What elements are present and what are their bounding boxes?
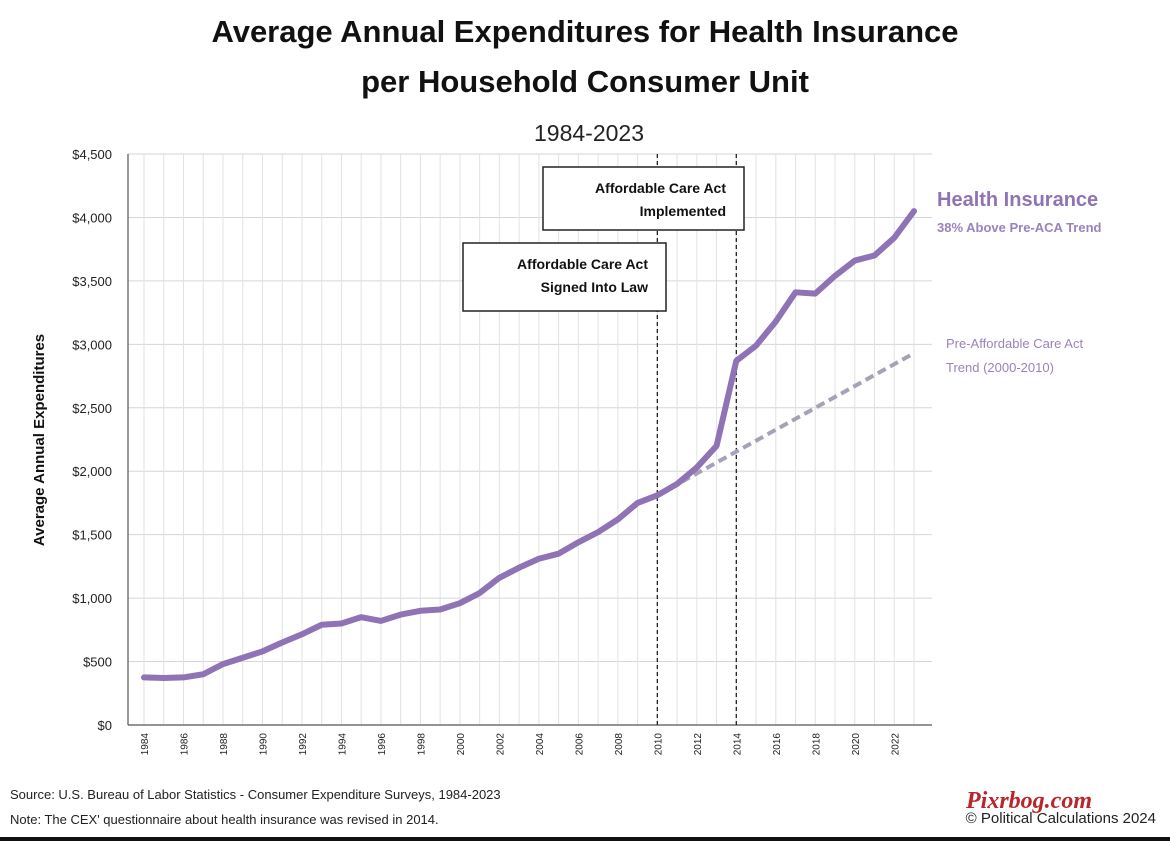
x-tick-label: 2002 bbox=[495, 733, 506, 756]
y-tick-label: $3,500 bbox=[72, 274, 112, 289]
trend-label-line-2: Trend (2000-2010) bbox=[946, 360, 1054, 375]
annotation-text: Affordable Care Act bbox=[517, 256, 648, 272]
x-tick-label: 2004 bbox=[535, 733, 546, 756]
y-tick-label: $4,000 bbox=[72, 210, 112, 225]
bottom-rule bbox=[0, 837, 1170, 841]
x-tick-label: 2006 bbox=[574, 733, 585, 756]
annotation-text: Signed Into Law bbox=[541, 279, 648, 295]
y-tick-label: $500 bbox=[83, 655, 112, 670]
x-tick-label: 2008 bbox=[614, 733, 625, 756]
x-tick-labels: 1984 1986 1988 1990 1992 1994 1996 1998 2000 2002… bbox=[140, 733, 901, 756]
annotation-text: Implemented bbox=[640, 203, 726, 219]
x-tick-label: 1988 bbox=[219, 733, 230, 756]
x-tick-label: 2014 bbox=[732, 733, 743, 756]
series-labels: Health Insurance 38% Above Pre-ACA Trend… bbox=[937, 189, 1102, 375]
chart-title-line-2: per Household Consumer Unit bbox=[361, 64, 809, 99]
y-tick-labels: $0 $500 $1,000 $1,500 $2,000 $2,500 $3,000 $3,5… bbox=[72, 147, 112, 733]
footer-note: Note: The CEX' questionnaire about healt… bbox=[10, 812, 439, 827]
x-tick-label: 1990 bbox=[258, 733, 269, 756]
chart-subtitle: 1984-2023 bbox=[534, 120, 644, 146]
x-tick-label: 2010 bbox=[653, 733, 664, 756]
gridlines bbox=[128, 153, 932, 725]
watermark-logo: Pixrbog.com bbox=[966, 788, 1092, 814]
x-tick-label: 1996 bbox=[377, 733, 388, 756]
x-tick-label: 2018 bbox=[811, 733, 822, 756]
annotation-box-2014 bbox=[542, 166, 745, 231]
y-tick-label: $3,000 bbox=[72, 337, 112, 352]
x-tick-label: 1992 bbox=[298, 733, 309, 756]
x-tick-label: 2012 bbox=[693, 733, 704, 756]
series-label-health-insurance: Health Insurance bbox=[937, 189, 1098, 211]
x-tick-label: 1986 bbox=[179, 733, 190, 756]
annotation-text: Affordable Care Act bbox=[595, 180, 726, 196]
annotation-box-2010 bbox=[462, 242, 667, 312]
footer-source: Source: U.S. Bureau of Labor Statistics … bbox=[10, 787, 501, 802]
footer-credit: © Political Calculations 2024 bbox=[965, 810, 1156, 827]
y-tick-label: $4,500 bbox=[72, 147, 112, 162]
y-tick-label: $1,000 bbox=[72, 591, 112, 606]
x-tick-label: 1998 bbox=[416, 733, 427, 756]
series-lines bbox=[141, 208, 917, 682]
axes bbox=[127, 154, 932, 726]
x-tick-label: 1994 bbox=[337, 733, 348, 756]
x-tick-label: 2000 bbox=[456, 733, 467, 756]
x-tick-label: 2022 bbox=[890, 733, 901, 756]
y-tick-label: $1,500 bbox=[72, 528, 112, 543]
y-axis-title: Average Annual Expenditures bbox=[31, 334, 48, 546]
y-tick-label: $2,500 bbox=[72, 401, 112, 416]
x-tick-label: 2020 bbox=[851, 733, 862, 756]
trend-label-line-1: Pre-Affordable Care Act bbox=[946, 336, 1083, 351]
annotations: Affordable Care Act Signed Into Law Afford… bbox=[462, 166, 745, 312]
series-line-health-insurance bbox=[141, 208, 917, 682]
chart-title-line-1: Average Annual Expenditures for Health I… bbox=[211, 14, 958, 49]
series-sublabel-health-insurance: 38% Above Pre-ACA Trend bbox=[937, 220, 1102, 235]
y-tick-label: $2,000 bbox=[72, 464, 112, 479]
y-tick-label: $0 bbox=[98, 718, 112, 733]
series-line-pre-aca-trend bbox=[656, 351, 915, 498]
x-tick-label: 1984 bbox=[140, 733, 151, 756]
x-tick-label: 2016 bbox=[772, 733, 783, 756]
